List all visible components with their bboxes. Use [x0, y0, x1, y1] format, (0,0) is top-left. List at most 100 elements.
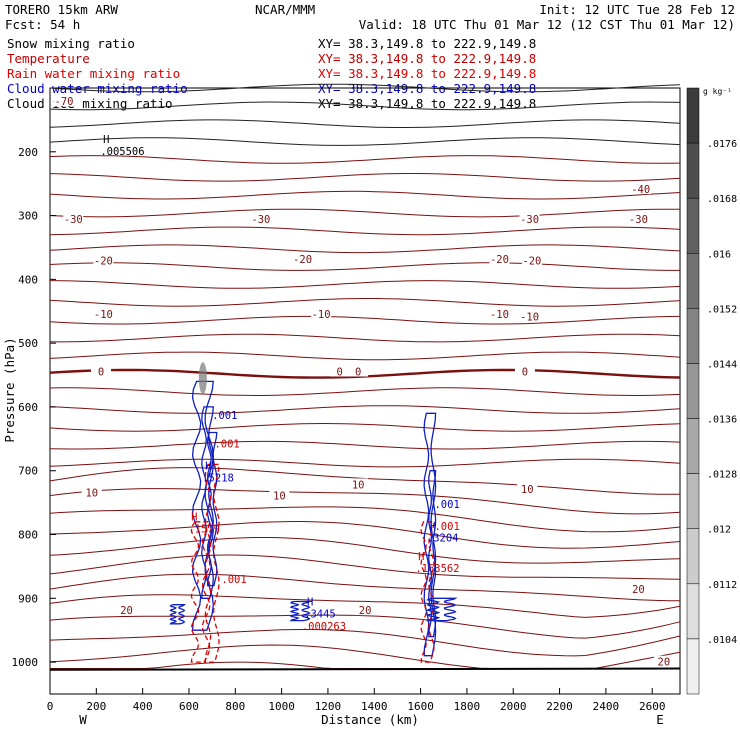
- field-list: Snow mixing ratio XY= 38.3,149.8 to 222.9…: [7, 36, 536, 111]
- high-value-label: .5218: [202, 472, 234, 484]
- x-tick-label: 400: [133, 700, 153, 713]
- temperature-label: -10: [490, 309, 509, 321]
- temp-label-bg: [91, 365, 112, 377]
- high-marker: H: [430, 520, 436, 532]
- temperature-contour: [49, 458, 681, 468]
- temp-label-bg: [489, 308, 510, 320]
- temperature-contour: [49, 119, 681, 128]
- temperature-label: -20: [94, 256, 113, 268]
- temperature-label: -30: [64, 214, 83, 226]
- x-tick-label: 200: [86, 700, 106, 713]
- temperature-contour: [49, 137, 681, 146]
- colorbar-label: .016: [707, 249, 731, 260]
- x-tick-label: 800: [225, 700, 245, 713]
- field-label: Cloud ice mixing ratio: [7, 96, 173, 111]
- colorbar-segment: [686, 363, 700, 419]
- cloud-water-contour: [289, 600, 312, 622]
- temperature-contour: [49, 101, 681, 111]
- temp-label-bg: [519, 310, 540, 322]
- y-tick-label: 700: [18, 465, 38, 478]
- temperature-label: -10: [520, 312, 539, 324]
- high-marker: H: [307, 596, 313, 608]
- temperature-contour: [49, 422, 681, 432]
- temperature-contour: [49, 190, 681, 200]
- field-xy: XY= 38.3,149.8 to 222.9,149.8: [318, 51, 536, 66]
- contour-value-label: .001: [434, 499, 459, 511]
- field-label: Snow mixing ratio: [7, 36, 135, 51]
- x-tick-label: 2000: [500, 700, 527, 713]
- y-axis-title: Pressure (hPa): [2, 337, 17, 442]
- temperature-contour: [49, 155, 681, 164]
- temperature-contour: [50, 661, 680, 669]
- temperature-label: 20: [658, 657, 671, 669]
- temp-label-bg: [628, 213, 649, 225]
- temperature-contours: [49, 83, 681, 671]
- temperature-contour: [49, 554, 681, 580]
- temperature-contour: [49, 173, 681, 182]
- colorbar-label: .0104: [707, 635, 737, 646]
- high-marker: H: [205, 460, 211, 472]
- axes: 0 200 400 600 800 1000 1200 1400 1600 1800 2000 220…: [12, 146, 666, 713]
- x-tick-label: 2200: [546, 700, 573, 713]
- contour-value-label: .001: [214, 439, 239, 451]
- temp-label-bg: [63, 213, 84, 225]
- colorbar: g kg⁻¹ .0176 .0168 .016 .0152 .0144 .0136 .0128…: [686, 87, 737, 695]
- x-tick-label: 1200: [315, 700, 342, 713]
- temperature-label: -10: [94, 309, 113, 321]
- temp-label-bg: [81, 486, 102, 498]
- contour-value-label: .001: [212, 410, 237, 422]
- temp-label-bg: [628, 583, 649, 595]
- colorbar-unit: g kg⁻¹: [703, 87, 732, 96]
- temp-label-bg: [630, 183, 651, 195]
- temp-label-bg: [348, 478, 369, 490]
- rain-water-contour: [420, 521, 435, 663]
- temp-label-bg: [521, 254, 542, 266]
- temp-label-bg: [116, 604, 137, 616]
- colorbar-label: .0136: [707, 415, 737, 426]
- temp-label-bg: [489, 253, 510, 265]
- x-tick-label: 0: [47, 700, 54, 713]
- colorbar-segment: [686, 142, 700, 199]
- field-xy: XY= 38.3,149.8 to 222.9,149.8: [318, 96, 536, 111]
- colorbar-segment: [686, 87, 700, 144]
- high-value-label: .3445: [304, 608, 336, 620]
- colorbar-label: .0176: [707, 139, 737, 150]
- snow-plume: [198, 362, 207, 395]
- init-time: Init: 12 UTC Tue 28 Feb 12: [539, 2, 735, 17]
- temperature-label: -30: [251, 214, 270, 226]
- x-tick-label: 600: [179, 700, 199, 713]
- colorbar-segment: [686, 197, 700, 254]
- temperature-contour: [49, 644, 681, 669]
- temperature-contour: [49, 573, 680, 602]
- colorbar-segment: [686, 528, 700, 585]
- temperature-label: -70: [55, 96, 74, 108]
- temperature-contour: [49, 280, 681, 289]
- temperature-label: 0: [522, 367, 528, 379]
- field-label: Rain water mixing ratio: [7, 66, 180, 81]
- cloud-water-contour: [201, 406, 215, 599]
- y-tick-label: 900: [18, 592, 38, 605]
- colorbar-label: .012: [707, 525, 731, 536]
- temp-label-bg: [329, 365, 350, 377]
- y-tick-label: 800: [18, 529, 38, 542]
- colorbar-label: .0144: [707, 359, 737, 370]
- temperature-contour: [49, 594, 681, 618]
- y-tick-label: 400: [18, 273, 38, 286]
- forecast-hour: Fcst: 54 h: [5, 17, 80, 32]
- contour-value-label: .001: [221, 574, 246, 586]
- temperature-contour: [49, 226, 681, 236]
- temp-label-bg: [54, 95, 74, 107]
- high-marker: H: [191, 511, 197, 523]
- colorbar-segment: [686, 583, 700, 640]
- x-axis-title: Distance (km): [321, 712, 419, 727]
- convective-cells: [169, 362, 458, 663]
- temp-label-bg: [311, 308, 332, 320]
- temperature-contour: [49, 208, 681, 218]
- temperature-label: 20: [120, 605, 133, 617]
- temperature-label: 0: [98, 367, 104, 379]
- colorbar-label: .0152: [707, 304, 737, 315]
- contour-value-label: .001: [434, 521, 459, 533]
- colorbar-segment: [686, 418, 700, 474]
- temperature-contour: [49, 629, 681, 657]
- temperature-contour: [49, 488, 681, 515]
